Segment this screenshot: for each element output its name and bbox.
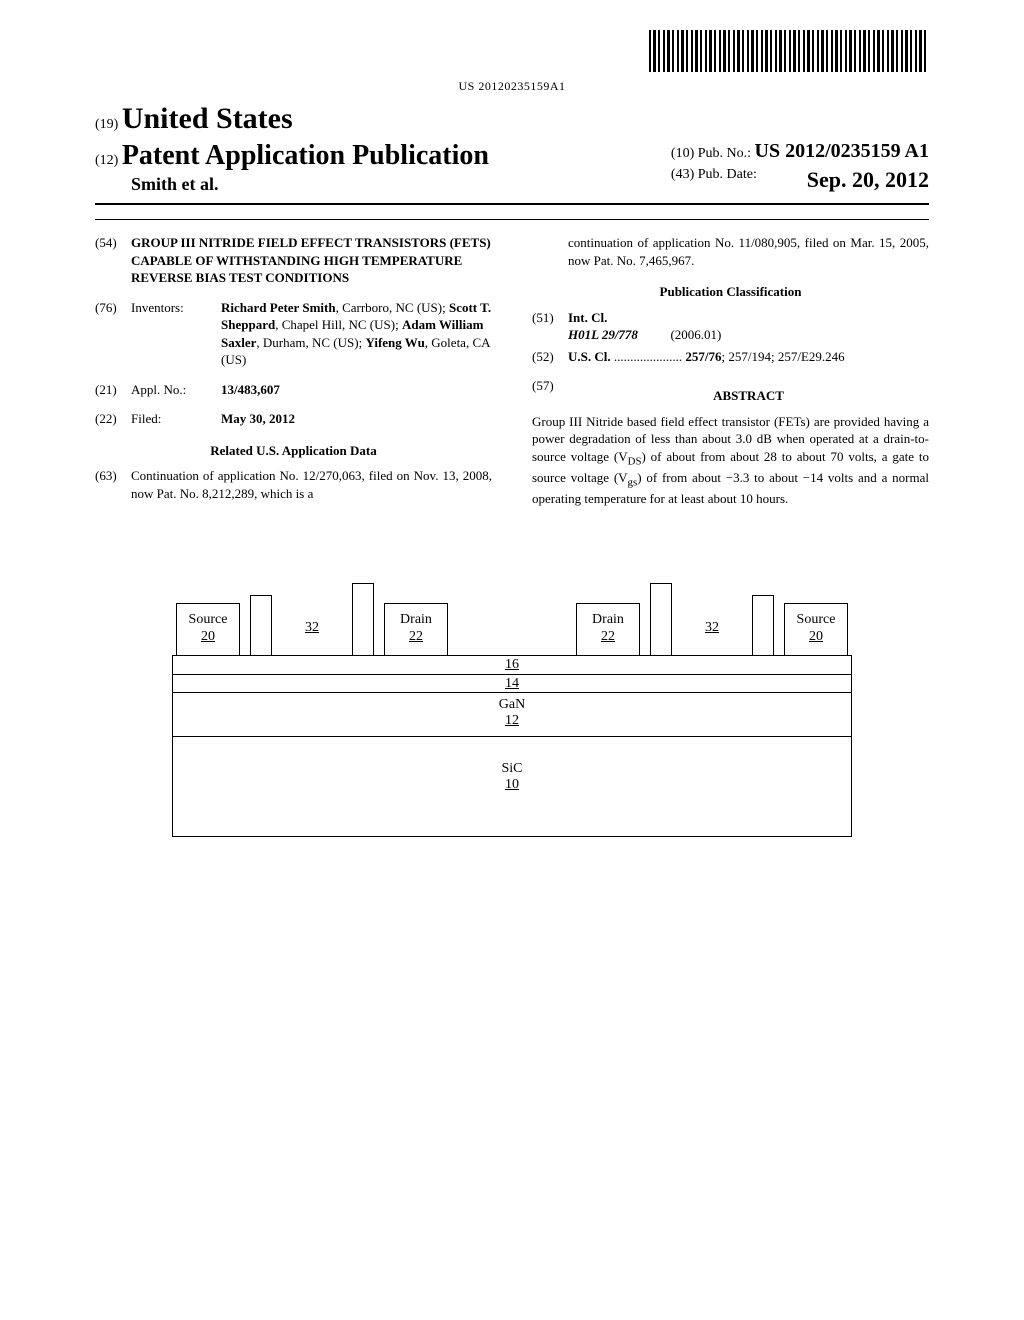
layer-14: 14 xyxy=(173,674,851,692)
divider-thin xyxy=(95,219,929,220)
layer-gan: GaN 12 xyxy=(173,692,851,736)
intcl-label: Int. Cl. xyxy=(568,310,607,325)
source-ref: 20 xyxy=(183,629,233,646)
gate-ref-left: 32 xyxy=(282,603,342,655)
source-label-r: Source xyxy=(791,612,841,629)
body-columns: (54) GROUP III NITRIDE FIELD EFFECT TRAN… xyxy=(95,234,929,515)
right-column: continuation of application No. 11/080,9… xyxy=(532,234,929,515)
gate-left-tall xyxy=(352,583,374,655)
pub-type-prefix: (12) xyxy=(95,153,118,168)
uscl-rest: ; 257/194; 257/E29.246 xyxy=(722,349,845,364)
uscl-label: U.S. Cl. xyxy=(568,349,611,364)
authors: Smith et al. xyxy=(95,174,671,195)
continuation-num: (63) xyxy=(95,467,131,502)
source-ref-r: 20 xyxy=(791,629,841,646)
invention-title: GROUP III NITRIDE FIELD EFFECT TRANSISTO… xyxy=(131,234,492,287)
filed-date: May 30, 2012 xyxy=(221,410,492,428)
inventors-list: Richard Peter Smith, Carrboro, NC (US); … xyxy=(221,299,492,369)
intcl-date: (2006.01) xyxy=(670,327,721,342)
pub-no-label: Pub. No.: xyxy=(698,146,751,161)
drain-ref: 22 xyxy=(391,629,441,646)
filed-num: (22) xyxy=(95,410,131,428)
uscl-num: (52) xyxy=(532,348,568,366)
left-column: (54) GROUP III NITRIDE FIELD EFFECT TRAN… xyxy=(95,234,492,515)
barcode-region: US 20120235159A1 xyxy=(95,30,929,94)
gate-right-short xyxy=(752,595,774,655)
barcode-text: US 20120235159A1 xyxy=(95,79,929,94)
drain-ref-r: 22 xyxy=(583,629,633,646)
appl-no-label: Appl. No.: xyxy=(131,381,221,399)
abstract-text: Group III Nitride based field effect tra… xyxy=(532,413,929,508)
divider-thick xyxy=(95,203,929,205)
intcl-code: H01L 29/778 xyxy=(568,327,638,342)
barcode-graphic xyxy=(649,30,929,72)
related-data-heading: Related U.S. Application Data xyxy=(95,442,492,460)
drain-label-r: Drain xyxy=(583,612,633,629)
abstract-num: (57) xyxy=(532,377,568,411)
figure: Source 20 32 Drain 22 Drain 22 32 xyxy=(172,575,852,837)
source-box-right: Source 20 xyxy=(784,603,848,655)
source-box-left: Source 20 xyxy=(176,603,240,655)
filed-label: Filed: xyxy=(131,410,221,428)
header: (19) United States (12) Patent Applicati… xyxy=(95,102,929,195)
inventors-num: (76) xyxy=(95,299,131,369)
intcl-num: (51) xyxy=(532,309,568,344)
drain-box-left: Drain 22 xyxy=(384,603,448,655)
abstract-label: ABSTRACT xyxy=(568,387,929,405)
pub-no-prefix: (10) xyxy=(671,146,694,161)
continuation-text: Continuation of application No. 12/270,0… xyxy=(131,467,492,502)
title-num: (54) xyxy=(95,234,131,287)
inventors-label: Inventors: xyxy=(131,299,221,369)
drain-box-right: Drain 22 xyxy=(576,603,640,655)
gate-ref-right: 32 xyxy=(682,603,742,655)
layer-sic: SiC 10 xyxy=(173,736,851,836)
classification-heading: Publication Classification xyxy=(532,283,929,301)
pub-date: Sep. 20, 2012 xyxy=(807,167,929,193)
layer-16: 16 xyxy=(173,656,851,674)
country-prefix: (19) xyxy=(95,117,118,132)
continuation-continued: continuation of application No. 11/080,9… xyxy=(532,234,929,269)
source-label: Source xyxy=(183,612,233,629)
gate-right-tall xyxy=(650,583,672,655)
country-name: United States xyxy=(122,102,293,135)
pub-no: US 2012/0235159 A1 xyxy=(755,140,929,162)
pub-date-label: Pub. Date: xyxy=(698,167,757,182)
gate-left-short xyxy=(250,595,272,655)
appl-no-num: (21) xyxy=(95,381,131,399)
pub-date-prefix: (43) xyxy=(671,167,694,182)
pub-type: Patent Application Publication xyxy=(122,140,489,171)
uscl-dots: ..................... xyxy=(614,349,682,364)
appl-no: 13/483,607 xyxy=(221,381,492,399)
drain-label: Drain xyxy=(391,612,441,629)
uscl-bold: 257/76 xyxy=(685,349,721,364)
